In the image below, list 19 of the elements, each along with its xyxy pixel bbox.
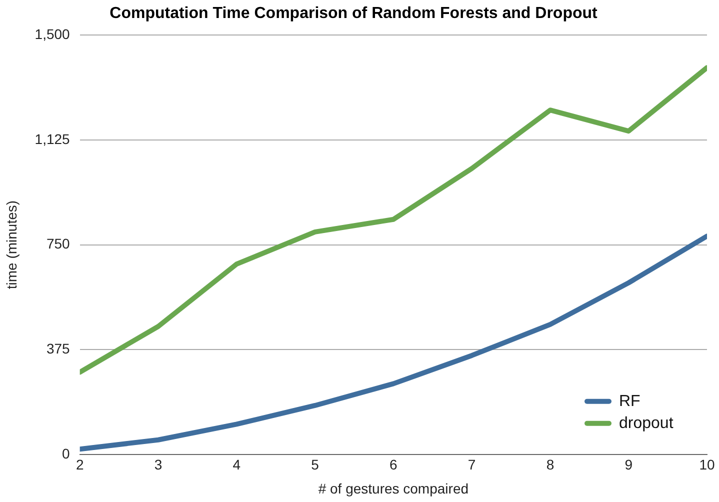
x-tick-label: 2 [76, 456, 84, 473]
y-tick-label: 0 [62, 445, 70, 462]
chart-title: Computation Time Comparison of Random Forests and Dropout [110, 5, 598, 22]
x-tick-label: 5 [311, 456, 320, 473]
x-axis-title: # of gestures compaired [318, 480, 469, 496]
x-tick-label: 3 [154, 456, 162, 473]
y-tick-label: 375 [46, 340, 70, 356]
x-tick-label: 4 [232, 456, 241, 473]
x-tick-label: 7 [468, 456, 476, 473]
y-tick-label: 1,500 [34, 26, 70, 42]
legend-label: dropout [619, 414, 674, 432]
legend-label: RF [619, 392, 641, 410]
x-tick-label: 9 [624, 456, 633, 473]
y-axis-title: time (minutes) [3, 200, 20, 290]
x-tick-label: 6 [390, 456, 398, 473]
y-tick-label: 1,125 [34, 130, 70, 147]
x-tick-label: 8 [546, 456, 554, 473]
x-tick-label: 10 [699, 456, 715, 473]
y-tick-label: 750 [46, 236, 70, 252]
